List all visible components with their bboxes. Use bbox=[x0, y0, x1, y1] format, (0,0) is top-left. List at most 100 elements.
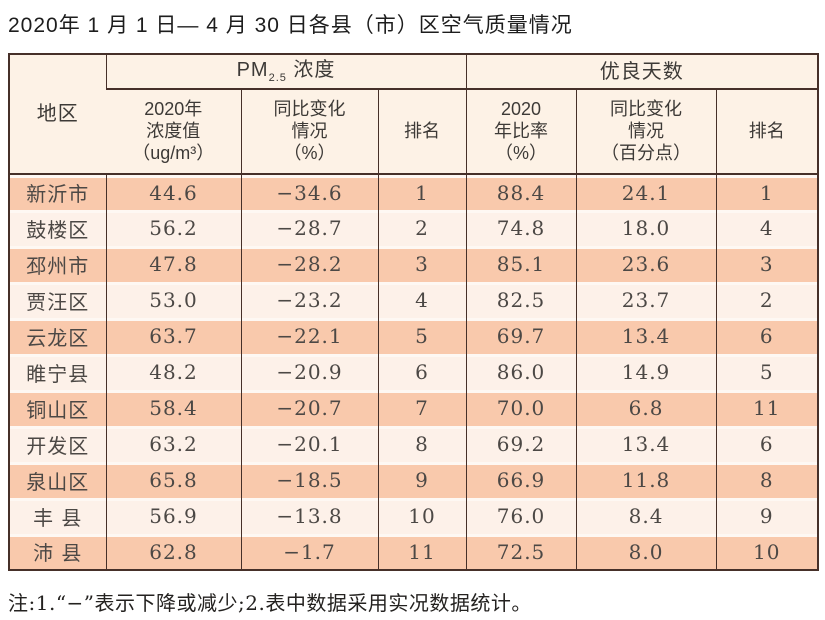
pm-rank-cell: 5 bbox=[377, 318, 467, 355]
region-cell: 贾汪区 bbox=[9, 282, 106, 319]
pm-value-cell: 63.2 bbox=[105, 426, 241, 463]
rate-cell: 82.5 bbox=[465, 282, 577, 319]
pm-rank-cell: 6 bbox=[377, 354, 467, 391]
pm-rank-cell: 1 bbox=[377, 174, 467, 211]
pm-value-cell: 62.8 bbox=[105, 534, 241, 571]
header-good-rate: 2020 年比率 （%） bbox=[465, 89, 577, 176]
page-title: 2020年 1 月 1 日— 4 月 30 日各县（市）区空气质量情况 bbox=[8, 14, 573, 37]
pm-value-cell: 65.8 bbox=[105, 462, 241, 499]
region-cell: 新沂市 bbox=[9, 174, 106, 211]
table-row: 贾汪区 53.0 −23.2 4 82.5 23.7 2 bbox=[9, 282, 819, 319]
rate-cell: 72.5 bbox=[465, 534, 577, 571]
region-cell: 铜山区 bbox=[9, 390, 106, 427]
rate-change-cell: 13.4 bbox=[575, 318, 717, 355]
rate-rank-cell: 4 bbox=[715, 210, 819, 247]
region-cell: 鼓楼区 bbox=[9, 210, 106, 247]
header-group-row: 地区 PM2.5 浓度 优良天数 bbox=[9, 54, 819, 176]
pm-rank-cell: 2 bbox=[377, 210, 467, 247]
rate-cell: 85.1 bbox=[465, 246, 577, 283]
rate-cell: 70.0 bbox=[465, 390, 577, 427]
table-header: 地区 PM2.5 浓度 优良天数 2020年 浓度值 （ug/m³） 同比变化 … bbox=[9, 54, 819, 176]
rate-change-cell: 14.9 bbox=[575, 354, 717, 391]
rate-rank-cell: 11 bbox=[715, 390, 819, 427]
rate-rank-cell: 2 bbox=[715, 282, 819, 319]
footnote: 注:1.“−”表示下降或减少;2.表中数据采用实况数据统计。 bbox=[8, 591, 532, 616]
rate-cell: 76.0 bbox=[465, 498, 577, 535]
pm-change-cell: −23.2 bbox=[240, 282, 378, 319]
table-row: 鼓楼区 56.2 −28.7 2 74.8 18.0 4 bbox=[9, 210, 819, 247]
rate-change-cell: 8.4 bbox=[575, 498, 717, 535]
table-body: 新沂市 44.6 −34.6 1 88.4 24.1 1 鼓楼区 56.2 −2… bbox=[9, 174, 819, 571]
rate-rank-cell: 8 bbox=[715, 462, 819, 499]
rate-change-cell: 8.0 bbox=[575, 534, 717, 571]
pm-value-cell: 56.2 bbox=[105, 210, 241, 247]
rate-cell: 66.9 bbox=[465, 462, 577, 499]
rate-change-cell: 23.7 bbox=[575, 282, 717, 319]
table-row: 睢宁县 48.2 −20.9 6 86.0 14.9 5 bbox=[9, 354, 819, 391]
header-region: 地区 bbox=[9, 54, 106, 176]
header-good-rank: 排名 bbox=[715, 89, 819, 176]
header-pm25-rank: 排名 bbox=[377, 89, 467, 176]
pm-rank-cell: 3 bbox=[377, 246, 467, 283]
pm-rank-cell: 7 bbox=[377, 390, 467, 427]
table-row: 邳州市 47.8 −28.2 3 85.1 23.6 3 bbox=[9, 246, 819, 283]
pm-rank-cell: 9 bbox=[377, 462, 467, 499]
rate-rank-cell: 10 bbox=[715, 534, 819, 571]
rate-cell: 69.7 bbox=[465, 318, 577, 355]
rate-change-cell: 23.6 bbox=[575, 246, 717, 283]
pm-value-cell: 44.6 bbox=[105, 174, 241, 211]
pm25-label-prefix: PM bbox=[236, 59, 269, 82]
header-pm25-value: 2020年 浓度值 （ug/m³） bbox=[106, 89, 241, 176]
pm-change-cell: −28.2 bbox=[240, 246, 378, 283]
rate-rank-cell: 6 bbox=[715, 426, 819, 463]
region-cell: 开发区 bbox=[9, 426, 106, 463]
pm-change-cell: −22.1 bbox=[240, 318, 378, 355]
pm-rank-cell: 4 bbox=[377, 282, 467, 319]
region-cell: 丰 县 bbox=[9, 498, 106, 535]
pm-value-cell: 56.9 bbox=[105, 498, 241, 535]
pm-change-cell: −34.6 bbox=[240, 174, 378, 211]
region-cell: 云龙区 bbox=[9, 318, 106, 355]
header-sub-row: 2020年 浓度值 （ug/m³） 同比变化 情况 （%） 排名 2020 年比… bbox=[9, 89, 819, 176]
header-good-days-group: 优良天数 bbox=[465, 54, 819, 91]
rate-change-cell: 18.0 bbox=[575, 210, 717, 247]
rate-cell: 74.8 bbox=[465, 210, 577, 247]
pm-change-cell: −1.7 bbox=[240, 534, 378, 571]
rate-rank-cell: 5 bbox=[715, 354, 819, 391]
table-row: 泉山区 65.8 −18.5 9 66.9 11.8 8 bbox=[9, 462, 819, 499]
pm-change-cell: −20.7 bbox=[240, 390, 378, 427]
table-row: 新沂市 44.6 −34.6 1 88.4 24.1 1 bbox=[9, 174, 819, 211]
region-cell: 睢宁县 bbox=[9, 354, 106, 391]
rate-rank-cell: 6 bbox=[715, 318, 819, 355]
rate-change-cell: 24.1 bbox=[575, 174, 717, 211]
table-row: 丰 县 56.9 −13.8 10 76.0 8.4 9 bbox=[9, 498, 819, 535]
header-pm25-change: 同比变化 情况 （%） bbox=[240, 89, 378, 176]
pm-value-cell: 47.8 bbox=[105, 246, 241, 283]
pm-value-cell: 58.4 bbox=[105, 390, 241, 427]
pm-change-cell: −18.5 bbox=[240, 462, 378, 499]
region-cell: 沛 县 bbox=[9, 534, 106, 571]
pm-rank-cell: 11 bbox=[377, 534, 467, 571]
rate-cell: 86.0 bbox=[465, 354, 577, 391]
pm-rank-cell: 8 bbox=[377, 426, 467, 463]
pm25-label-subscript: 2.5 bbox=[268, 72, 287, 85]
header-pm25-group: PM2.5 浓度 bbox=[105, 54, 467, 91]
header-good-change: 同比变化 情况 （百分点） bbox=[575, 89, 717, 176]
pm-change-cell: −20.1 bbox=[240, 426, 378, 463]
rate-change-cell: 11.8 bbox=[575, 462, 717, 499]
rate-cell: 69.2 bbox=[465, 426, 577, 463]
pm-value-cell: 53.0 bbox=[105, 282, 241, 319]
region-cell: 泉山区 bbox=[9, 462, 106, 499]
rate-rank-cell: 3 bbox=[715, 246, 819, 283]
table-row: 铜山区 58.4 −20.7 7 70.0 6.8 11 bbox=[9, 390, 819, 427]
rate-cell: 88.4 bbox=[465, 174, 577, 211]
region-cell: 邳州市 bbox=[9, 246, 106, 283]
pm-value-cell: 63.7 bbox=[105, 318, 241, 355]
pm-change-cell: −13.8 bbox=[240, 498, 378, 535]
pm-change-cell: −20.9 bbox=[240, 354, 378, 391]
rate-rank-cell: 9 bbox=[715, 498, 819, 535]
pm25-label-suffix: 浓度 bbox=[286, 59, 336, 82]
pm-value-cell: 48.2 bbox=[105, 354, 241, 391]
table-row: 开发区 63.2 −20.1 8 69.2 13.4 6 bbox=[9, 426, 819, 463]
